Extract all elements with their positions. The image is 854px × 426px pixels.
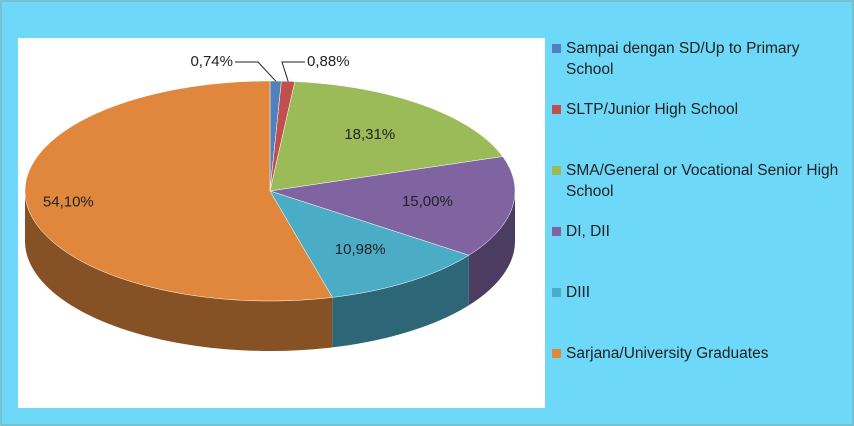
- legend-swatch: [552, 349, 561, 358]
- data-label: 0,74%: [190, 53, 233, 70]
- data-label: 0,88%: [307, 53, 350, 70]
- legend-swatch: [552, 105, 561, 114]
- legend-label: DIII: [566, 284, 591, 301]
- legend-label: Sampai dengan SD/Up to Primary School: [566, 40, 800, 78]
- slice-side: [332, 255, 469, 348]
- data-label: 54,10%: [43, 194, 94, 211]
- slice-side: [25, 191, 333, 351]
- legend-item: SMA/General or Vocational Senior High Sc…: [552, 160, 842, 221]
- legend-item: SLTP/Junior High School: [552, 99, 842, 160]
- legend-label: SMA/General or Vocational Senior High Sc…: [566, 162, 839, 200]
- leader-line: [281, 61, 305, 82]
- legend-swatch: [552, 166, 561, 175]
- leader-line: [235, 61, 277, 82]
- data-label: 10,98%: [335, 241, 386, 258]
- legend-swatch: [552, 44, 561, 53]
- legend-item: Sarjana/University Graduates: [552, 343, 842, 404]
- legend: Sampai dengan SD/Up to Primary School SLT…: [552, 38, 842, 404]
- legend-item: DI, DII: [552, 221, 842, 282]
- legend-swatch: [552, 227, 561, 236]
- slice: [269, 190, 470, 298]
- legend-label: DI, DII: [566, 223, 610, 240]
- legend-item: Sampai dengan SD/Up to Primary School: [552, 38, 842, 99]
- slice: [269, 156, 516, 256]
- data-label: 18,31%: [344, 126, 395, 143]
- slice-side: [468, 191, 515, 306]
- legend-label: SLTP/Junior High School: [566, 101, 739, 118]
- slice: [269, 81, 504, 192]
- slice: [24, 80, 333, 302]
- data-label: 15,00%: [402, 193, 453, 210]
- legend-label: Sarjana/University Graduates: [566, 345, 769, 362]
- legend-swatch: [552, 288, 561, 297]
- legend-item: DIII: [552, 282, 842, 343]
